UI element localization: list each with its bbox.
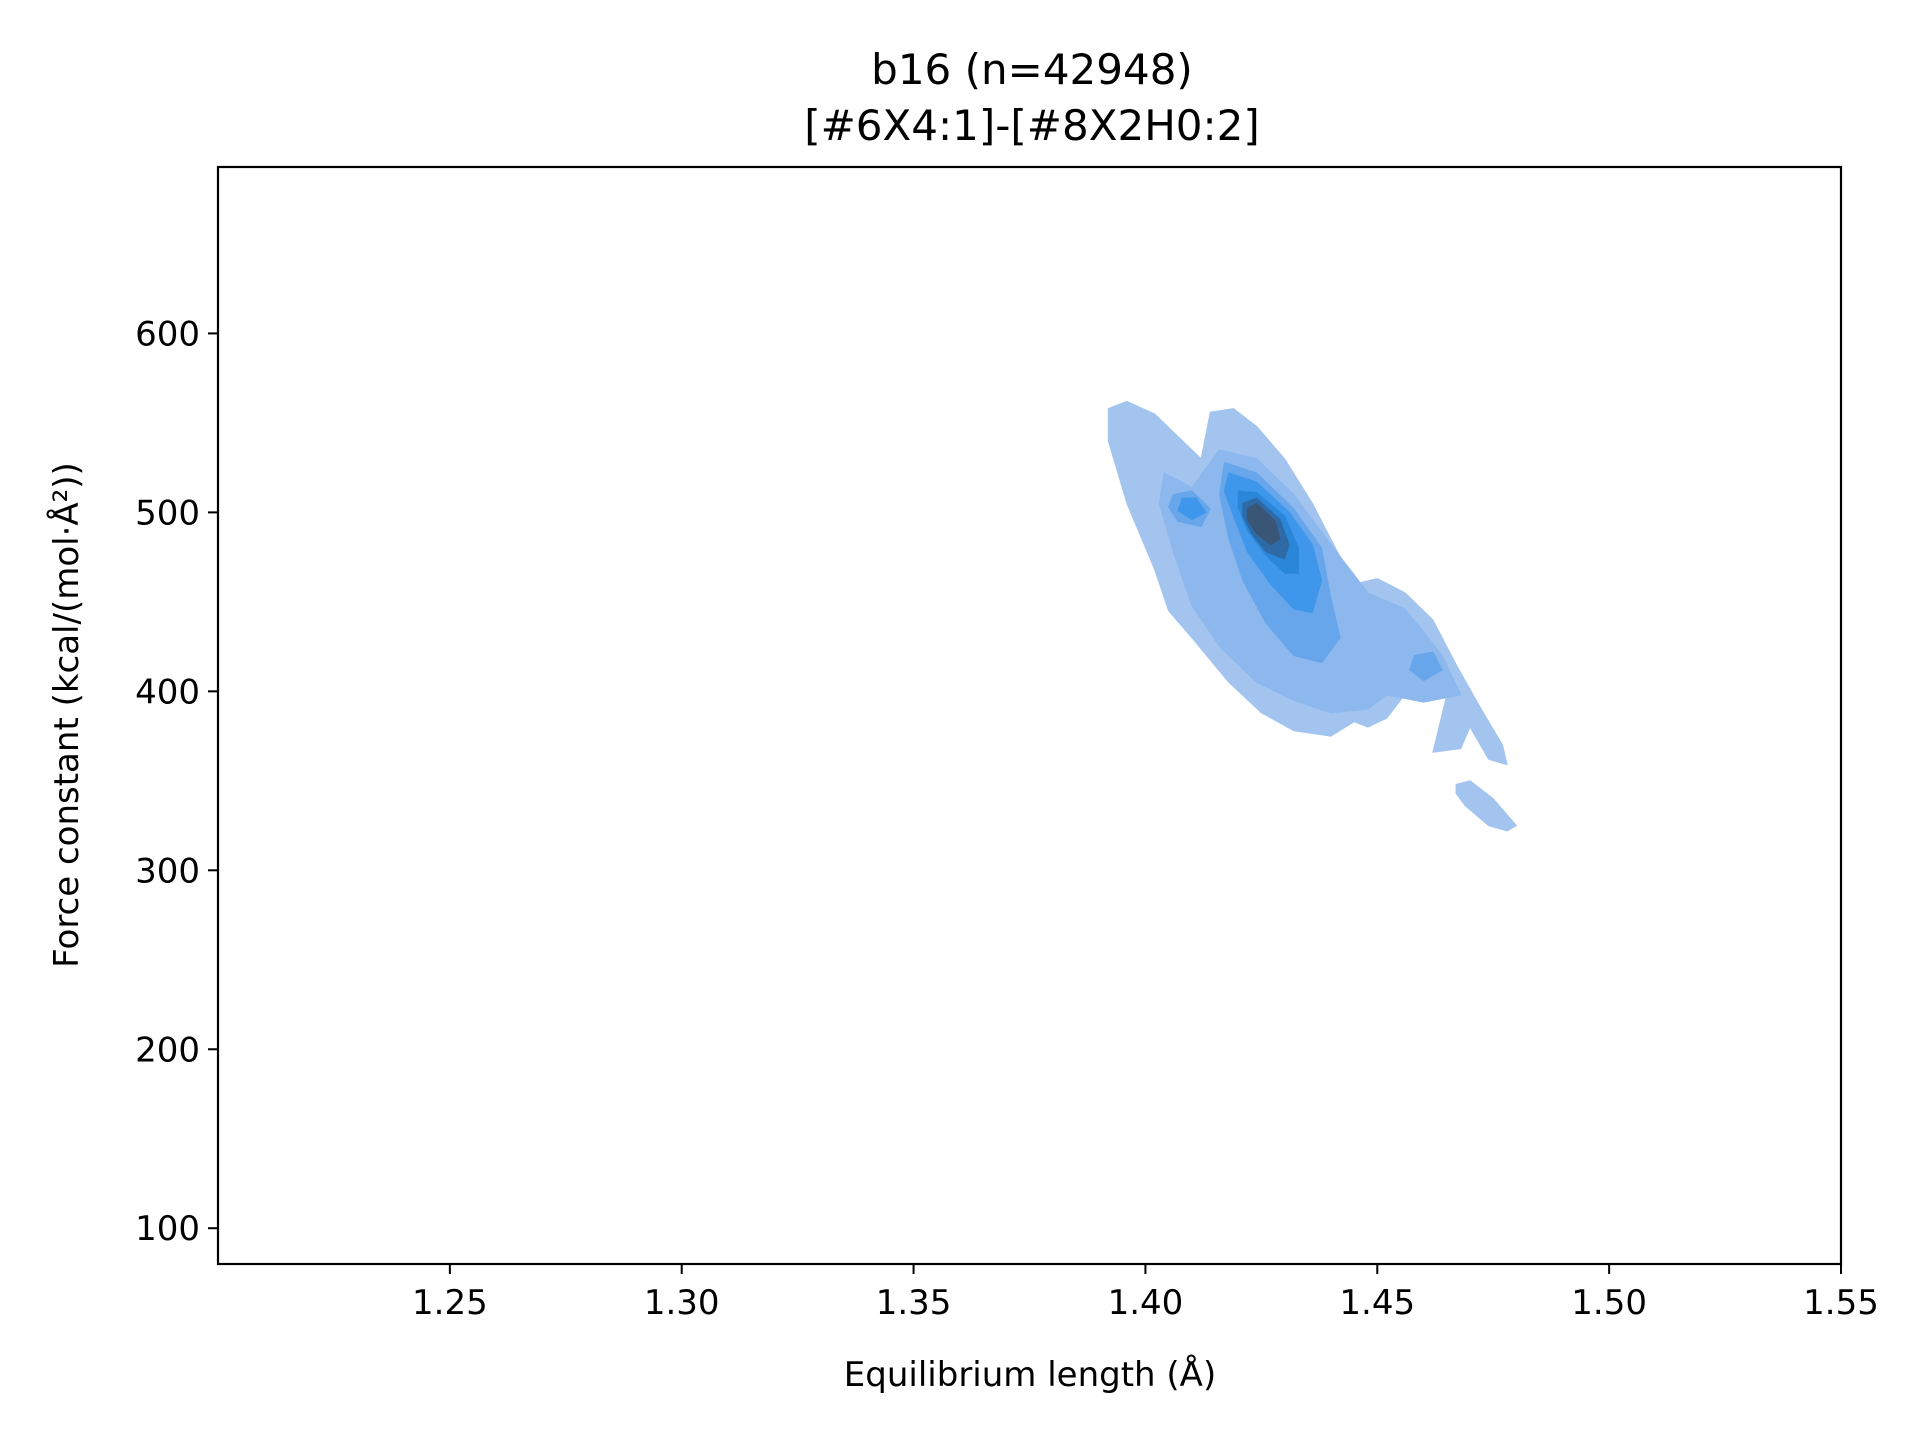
y-tick-label: 300 bbox=[135, 851, 200, 891]
x-tick-label: 1.50 bbox=[1571, 1283, 1647, 1323]
density-level-1-region-2 bbox=[1455, 780, 1517, 832]
chart-subtitle: [#6X4:1]-[#8X2H0:2] bbox=[804, 101, 1260, 150]
density-level-7-region-1 bbox=[1246, 502, 1281, 546]
density-level-4-region-2 bbox=[1177, 497, 1207, 520]
y-tick-label: 600 bbox=[135, 314, 200, 354]
x-tick-label: 1.55 bbox=[1803, 1283, 1879, 1323]
y-tick-label: 400 bbox=[135, 672, 200, 712]
y-axis-label: Force constant (kcal/(mol·Å²)) bbox=[46, 462, 87, 968]
density-level-3-region-3 bbox=[1409, 651, 1443, 682]
y-tick-label: 500 bbox=[135, 493, 200, 533]
x-axis: 1.25 1.30 1.35 1.40 1.45 1.50 1.55 bbox=[412, 1264, 1879, 1323]
y-tick-label: 100 bbox=[135, 1209, 200, 1249]
x-tick-label: 1.45 bbox=[1339, 1283, 1415, 1323]
plot-area: 1.25 1.30 1.35 1.40 1.45 1.50 1.55 100 200 300 40… bbox=[135, 165, 1879, 1323]
x-tick-label: 1.35 bbox=[876, 1283, 952, 1323]
x-axis-label: Equilibrium length (Å) bbox=[844, 1354, 1216, 1395]
x-tick-label: 1.30 bbox=[644, 1283, 720, 1323]
y-axis: 100 200 300 400 500 600 bbox=[135, 314, 218, 1249]
density-contours bbox=[1107, 400, 1517, 832]
x-tick-label: 1.25 bbox=[412, 1283, 488, 1323]
x-tick-label: 1.40 bbox=[1108, 1283, 1184, 1323]
chart-title: b16 (n=42948) bbox=[871, 45, 1193, 94]
plot-frame bbox=[216, 165, 1843, 1266]
y-tick-label: 200 bbox=[135, 1030, 200, 1070]
